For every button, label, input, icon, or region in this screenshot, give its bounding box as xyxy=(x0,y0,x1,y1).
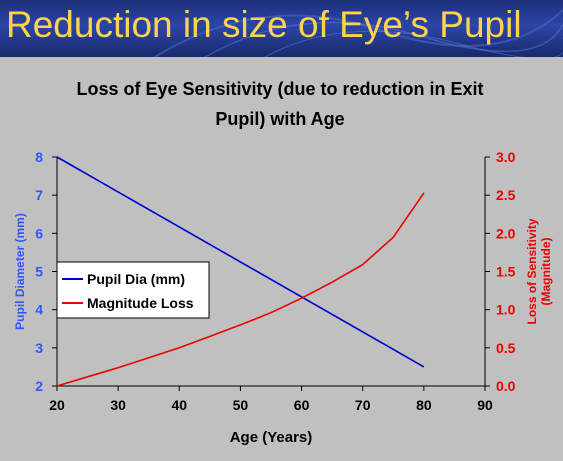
y-left-tick-label: 2 xyxy=(35,378,43,394)
x-tick-label: 40 xyxy=(171,397,187,413)
legend-box xyxy=(56,261,210,319)
y-left-tick-label: 4 xyxy=(35,302,43,318)
y-right-tick-label: 0.0 xyxy=(496,378,516,394)
y-axis-left-label: Pupil Diameter (mm) xyxy=(13,213,27,330)
y-left-tick-label: 6 xyxy=(35,225,43,241)
y-right-tick-label: 1.5 xyxy=(496,264,516,280)
chart-legend: Pupil Dia (mm) Magnitude Loss xyxy=(56,261,210,319)
x-tick-label: 70 xyxy=(355,397,371,413)
y-axis-right-label-line: (Magnitude) xyxy=(539,238,553,306)
x-tick-label: 60 xyxy=(294,397,310,413)
slide-banner: Reduction in size of Eye’s Pupil xyxy=(0,0,563,57)
chart-axis-labels: Age (Years) Pupil Diameter (mm) Loss of Se… xyxy=(13,213,553,446)
legend-label: Magnitude Loss xyxy=(87,295,194,311)
y-right-tick-label: 2.5 xyxy=(496,187,516,203)
banner-swirl-decoration xyxy=(153,9,563,57)
y-right-tick-label: 0.5 xyxy=(496,340,516,356)
series-line-pupil-dia xyxy=(56,156,425,368)
chart-title-line-1: Loss of Eye Sensitivity (due to reductio… xyxy=(76,79,483,99)
y-right-tick-label: 3.0 xyxy=(496,149,516,165)
x-tick-label: 80 xyxy=(416,397,432,413)
y-left-tick-label: 3 xyxy=(35,340,43,356)
chart-title-line-2: Pupil) with Age xyxy=(215,109,344,129)
legend-label: Pupil Dia (mm) xyxy=(87,271,185,287)
x-axis-label: Age (Years) xyxy=(230,429,313,446)
chart-ticks: 20 30 40 50 60 70 80 90 2 3 4 5 6 7 8 0.0 0.5 1.0 1.5 2.0 2.… xyxy=(35,149,515,413)
chart-series xyxy=(56,156,425,387)
series-line-magnitude-loss xyxy=(56,192,425,387)
chart-title: Loss of Eye Sensitivity (due to reductio… xyxy=(76,79,483,129)
x-tick-label: 90 xyxy=(477,397,493,413)
y-right-tick-label: 1.0 xyxy=(496,302,516,318)
y-left-tick-label: 7 xyxy=(35,187,43,203)
y-axis-right-label-line: Loss of Sensitivity xyxy=(525,218,539,324)
slide-title: Reduction in size of Eye’s Pupil xyxy=(6,4,522,45)
x-tick-label: 50 xyxy=(233,397,249,413)
y-right-tick-label: 2.0 xyxy=(496,225,516,241)
x-tick-label: 30 xyxy=(110,397,126,413)
x-tick-label: 20 xyxy=(49,397,65,413)
y-left-tick-label: 8 xyxy=(35,149,43,165)
line-chart: Loss of Eye Sensitivity (due to reductio… xyxy=(13,79,553,446)
y-left-tick-label: 5 xyxy=(35,264,43,280)
